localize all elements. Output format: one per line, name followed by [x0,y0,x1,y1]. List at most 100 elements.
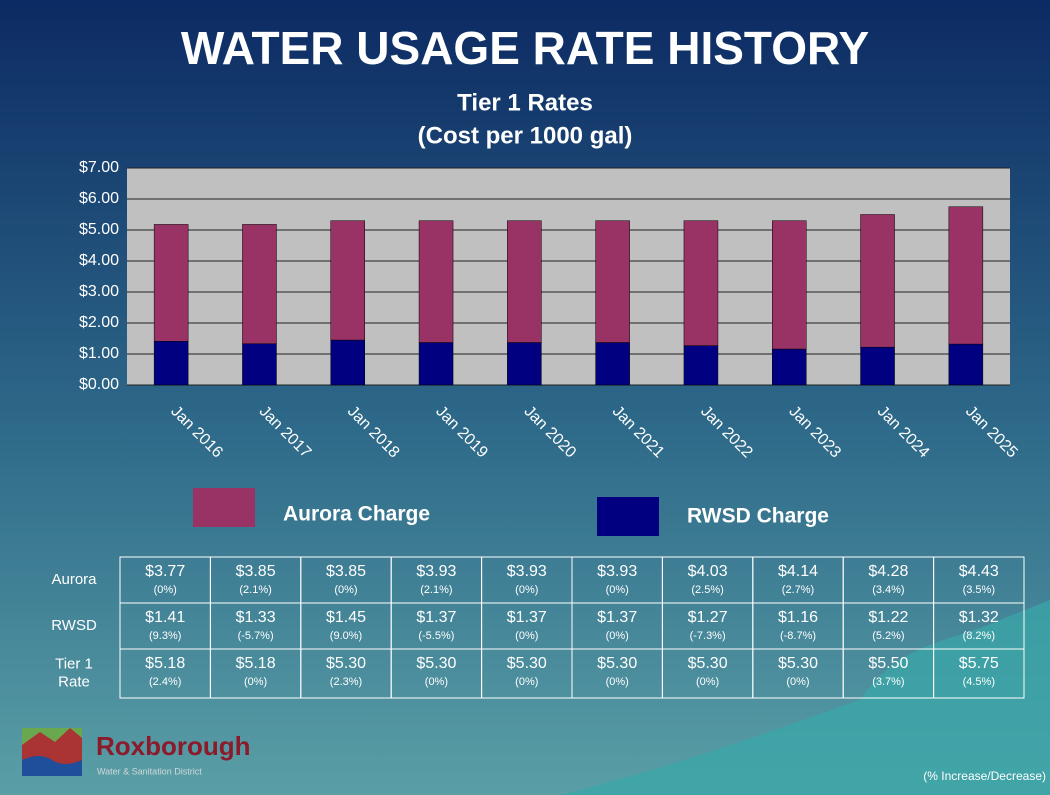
cell-change: (0%) [154,584,177,596]
cell-change: (0%) [786,676,809,688]
cell-amount: $5.75 [959,655,999,672]
footnote: (% Increase/Decrease) [923,769,1046,783]
bar-segment [153,341,189,386]
bar-segment [330,339,365,386]
cell-amount: $5.30 [778,655,818,672]
cell-change: (5.2%) [872,630,904,642]
cell-amount: $1.41 [145,609,185,626]
cell-amount: $4.14 [778,563,818,580]
cell-change: (2.3%) [330,676,362,688]
y-tick-label: $1.00 [79,345,119,362]
cell-amount: $5.30 [416,655,456,672]
y-tick-label: $2.00 [79,314,119,331]
cell-amount: $3.93 [507,563,547,580]
cell-change: (0%) [425,676,448,688]
cell-amount: $5.50 [868,655,908,672]
cell-change: (-5.5%) [418,630,454,642]
bar-segment [242,224,277,345]
legend-label: Aurora Charge [283,503,430,526]
cell-change: (0%) [515,630,538,642]
cell-amount: $1.45 [326,609,366,626]
cell-amount: $5.30 [326,655,366,672]
bar-segment [507,342,542,386]
cell-amount: $1.16 [778,609,818,626]
cell-amount: $5.18 [145,655,185,672]
cell-change: (0%) [515,676,538,688]
bar-segment [418,342,454,386]
bar-segment [330,220,365,341]
legend-swatch [193,488,255,527]
cell-amount: $3.93 [416,563,456,580]
bar-segment [595,342,630,386]
bar-segment [772,348,807,386]
cell-change: (2.1%) [420,584,452,596]
cell-change: (0%) [606,584,629,596]
cell-amount: $3.85 [236,563,276,580]
cell-amount: $4.43 [959,563,999,580]
cell-change: (-5.7%) [238,630,274,642]
logo-water [22,756,82,776]
cell-change: (2.5%) [691,584,723,596]
cell-amount: $1.33 [236,609,276,626]
row-label: Tier 1 Rate [55,655,93,690]
subtitle: Tier 1 Rates [457,89,593,116]
cell-amount: $5.30 [597,655,637,672]
cell-amount: $3.93 [597,563,637,580]
cell-amount: $1.32 [959,609,999,626]
cell-change: (0%) [606,676,629,688]
cell-amount: $3.85 [326,563,366,580]
cell-amount: $4.28 [868,563,908,580]
row-label: Aurora [51,571,97,588]
y-tick-label: $4.00 [79,252,119,269]
cell-change: (3.4%) [872,584,904,596]
cell-change: (0%) [334,584,357,596]
cell-change: (3.7%) [872,676,904,688]
y-tick-label: $0.00 [79,376,119,393]
bar-segment [683,345,719,386]
cell-amount: $1.22 [868,609,908,626]
cell-change: (0%) [696,676,719,688]
cell-change: (2.4%) [149,676,181,688]
legend-label: RWSD Charge [687,505,829,528]
cell-amount: $3.77 [145,563,185,580]
y-tick-label: $3.00 [79,283,119,300]
cell-amount: $1.27 [688,609,728,626]
row-label: RWSD [51,617,97,634]
bar-segment [683,220,719,346]
bar-segment [242,343,277,386]
y-tick-label: $6.00 [79,190,119,207]
legend-swatch [597,497,659,536]
cell-change: (0%) [244,676,267,688]
y-label: (Cost per 1000 gal) [418,122,633,149]
cell-change: (0%) [515,584,538,596]
cell-amount: $5.30 [507,655,547,672]
cell-change: (0%) [606,630,629,642]
cell-change: (4.5%) [963,676,995,688]
bar-segment [595,220,630,343]
cell-change: (2.1%) [239,584,271,596]
bar-segment [153,224,189,342]
logo: Roxborough Water & Sanitation District [22,728,251,776]
cell-change: (3.5%) [963,584,995,596]
cell-change: (-8.7%) [780,630,816,642]
bar-segment [418,220,454,343]
bar-segment [860,214,895,348]
bar-segment [772,220,807,350]
cell-amount: $5.18 [236,655,276,672]
logo-name: Roxborough [96,731,251,761]
cell-amount: $4.03 [688,563,728,580]
bar-segment [860,346,895,386]
y-tick-label: $7.00 [79,159,119,176]
cell-amount: $1.37 [507,609,547,626]
table-cell [933,648,1025,699]
cell-amount: $5.30 [688,655,728,672]
cell-amount: $1.37 [597,609,637,626]
bar-segment [948,343,984,386]
y-tick-label: $5.00 [79,221,119,238]
bar-segment [948,206,984,345]
cell-change: (9.0%) [330,630,362,642]
logo-tagline: Water & Sanitation District [97,766,202,776]
cell-change: (2.7%) [782,584,814,596]
